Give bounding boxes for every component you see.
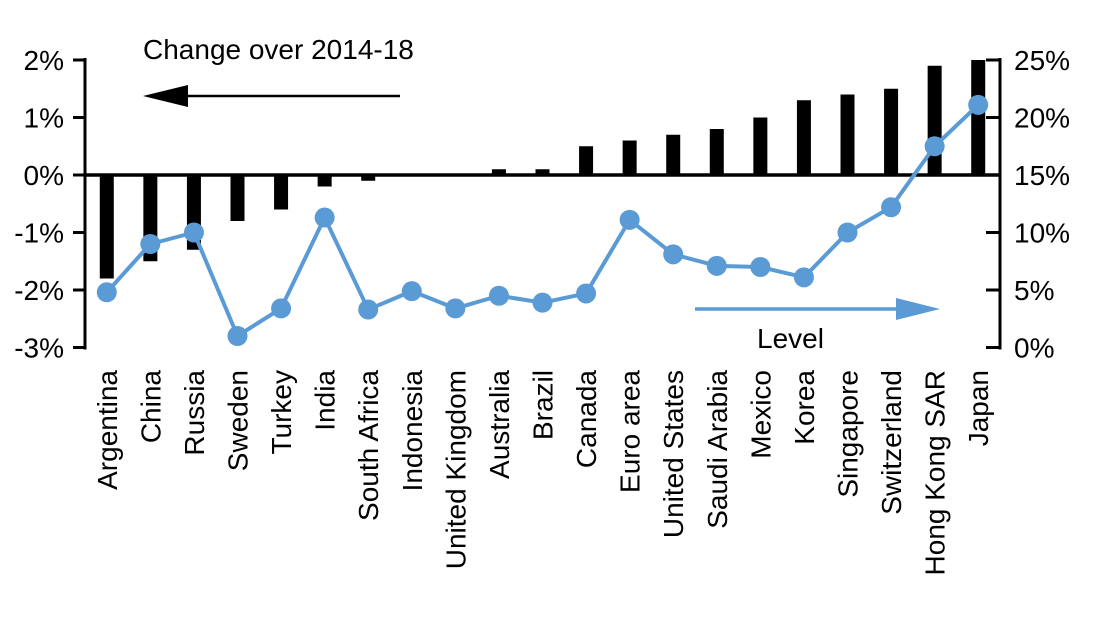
bar-switzerland — [884, 88, 899, 175]
point-hong-kong-sar — [924, 136, 945, 157]
level-arrow-head-icon — [896, 298, 940, 320]
point-argentina — [96, 282, 117, 303]
x-label-united-states: United States — [658, 370, 689, 538]
left-axis-label: 2% — [24, 45, 64, 76]
bar-korea — [796, 100, 811, 175]
x-label-singapore: Singapore — [833, 370, 864, 498]
x-label-india: India — [310, 370, 341, 431]
bar-saudi-arabia — [709, 129, 724, 175]
left-series-annotation: Change over 2014-18 — [143, 34, 414, 65]
right-axis-label: 20% — [1014, 103, 1070, 134]
x-label-euro-area: Euro area — [615, 370, 646, 493]
point-korea — [793, 267, 814, 288]
point-turkey — [271, 298, 292, 319]
point-russia — [183, 222, 204, 243]
right-series-annotation: Level — [757, 323, 824, 354]
point-singapore — [837, 222, 858, 243]
x-label-south-africa: South Africa — [353, 370, 384, 521]
right-axis-label: 25% — [1014, 45, 1070, 76]
bar-singapore — [840, 94, 855, 175]
x-label-mexico: Mexico — [745, 370, 776, 459]
point-saudi-arabia — [706, 255, 727, 276]
x-label-sweden: Sweden — [223, 370, 254, 471]
x-label-korea: Korea — [789, 370, 820, 445]
bar-argentina — [99, 175, 114, 279]
point-united-states — [663, 244, 684, 265]
point-indonesia — [401, 281, 422, 302]
point-mexico — [750, 257, 771, 277]
bar-brazil — [535, 169, 550, 175]
bar-turkey — [274, 175, 289, 210]
x-label-brazil: Brazil — [528, 370, 559, 440]
point-switzerland — [881, 197, 902, 218]
bar-japan — [971, 60, 986, 175]
point-australia — [488, 285, 509, 306]
point-euro-area — [619, 209, 640, 230]
x-label-switzerland: Switzerland — [876, 370, 907, 515]
point-brazil — [532, 292, 553, 313]
bar-australia — [491, 169, 506, 175]
point-south-africa — [358, 299, 379, 320]
left-axis-label: 0% — [24, 160, 64, 191]
point-sweden — [227, 326, 248, 346]
point-china — [140, 234, 161, 254]
bar-mexico — [753, 117, 768, 175]
x-label-china: China — [135, 370, 166, 444]
x-label-turkey: Turkey — [266, 370, 297, 455]
right-axis-label: 10% — [1014, 218, 1070, 249]
right-axis-label: 5% — [1014, 275, 1054, 306]
point-japan — [968, 94, 989, 115]
right-axis-label: 15% — [1014, 160, 1070, 191]
x-label-hong-kong-sar: Hong Kong SAR — [920, 370, 951, 575]
x-label-japan: Japan — [963, 370, 994, 446]
bar-india — [317, 175, 332, 187]
point-united-kingdom — [445, 298, 466, 319]
bar-united-states — [666, 134, 681, 175]
bar-hong-kong-sar — [927, 65, 942, 175]
bar-euro-area — [622, 140, 637, 175]
x-label-argentina: Argentina — [92, 370, 123, 490]
x-label-australia: Australia — [484, 370, 515, 479]
bar-sweden — [230, 175, 245, 221]
x-label-canada: Canada — [571, 370, 602, 469]
point-canada — [576, 283, 597, 304]
bar-canada — [579, 146, 594, 175]
change-arrow-head-icon — [143, 85, 188, 107]
left-axis-label: 1% — [24, 103, 64, 134]
x-label-united-kingdom: United Kingdom — [440, 370, 471, 569]
right-axis-label: 0% — [1014, 333, 1054, 364]
left-axis-label: -3% — [14, 333, 64, 364]
point-india — [314, 207, 335, 228]
x-label-saudi-arabia: Saudi Arabia — [702, 370, 733, 529]
x-label-russia: Russia — [179, 370, 210, 456]
bar-south-africa — [361, 175, 376, 181]
left-axis-label: -1% — [14, 218, 64, 249]
left-axis-label: -2% — [14, 275, 64, 306]
x-label-indonesia: Indonesia — [397, 370, 428, 492]
